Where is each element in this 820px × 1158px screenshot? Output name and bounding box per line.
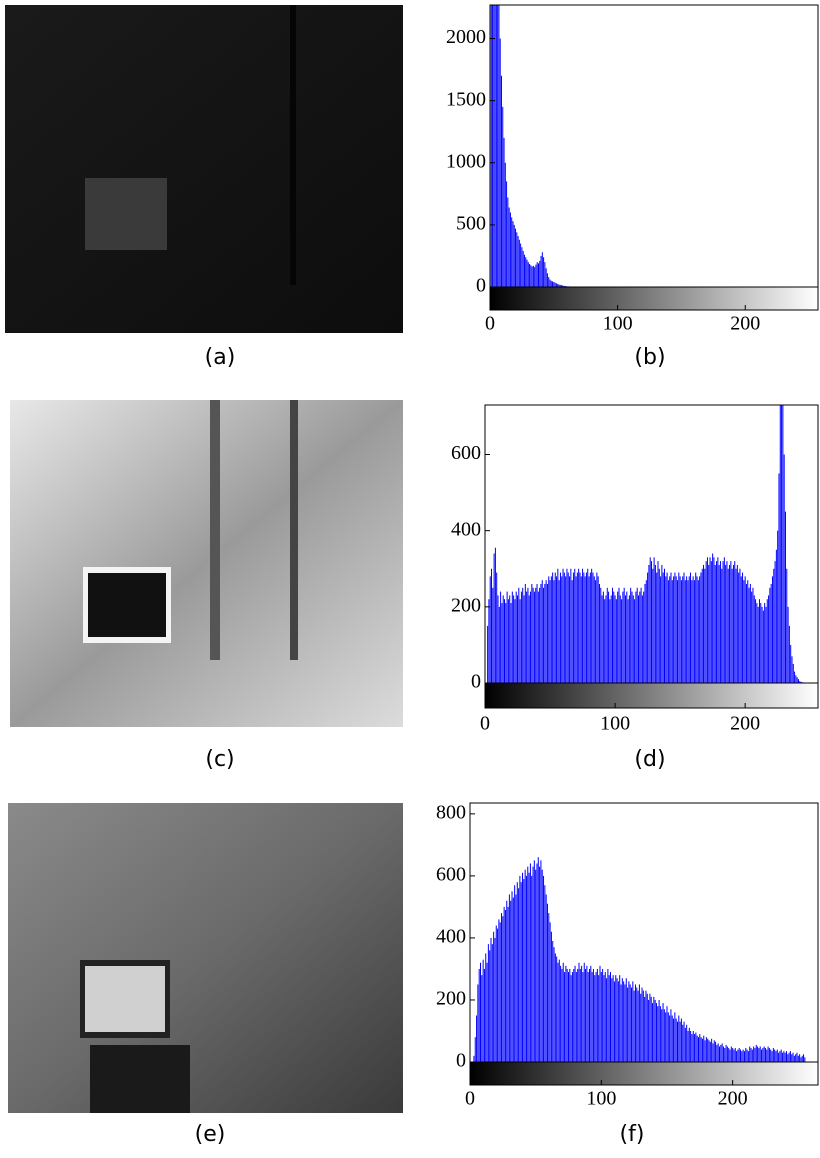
x-tick-label: 100 bbox=[600, 713, 630, 735]
y-tick-label: 400 bbox=[436, 926, 466, 948]
y-tick-label: 200 bbox=[451, 594, 481, 616]
x-tick-label: 200 bbox=[730, 313, 760, 335]
figure: (a) (b) (c) (d) (e) (f) 0500100015002000… bbox=[0, 0, 820, 1153]
histogram-chart: 0 200 400 600 800 0 100 200 bbox=[436, 801, 818, 1109]
histogram-chart: 0 200 400 600 0 100 200 bbox=[451, 405, 818, 735]
histogram-chart: 0 500 1000 1500 2000 0 100 200 bbox=[446, 5, 818, 335]
x-tick-label: 0 bbox=[480, 713, 490, 735]
y-tick-label: 800 bbox=[436, 801, 466, 823]
caption: (a) bbox=[205, 345, 236, 370]
x-tick-label: 200 bbox=[730, 713, 760, 735]
y-tick-label: 600 bbox=[451, 442, 481, 464]
plot-area bbox=[485, 405, 817, 683]
caption: (f) bbox=[620, 1122, 645, 1147]
colorbar bbox=[490, 287, 818, 310]
y-tick-label: 2000 bbox=[446, 26, 486, 48]
y-tick-label: 600 bbox=[436, 863, 466, 885]
caption: (e) bbox=[195, 1122, 226, 1147]
y-tick-label: 200 bbox=[436, 988, 466, 1010]
photo bbox=[5, 5, 403, 333]
y-tick-label: 0 bbox=[471, 671, 481, 693]
y-tick-label: 0 bbox=[456, 1050, 466, 1072]
y-tick-label: 400 bbox=[451, 518, 481, 540]
y-tick-label: 0 bbox=[476, 275, 486, 297]
y-tick-label: 500 bbox=[456, 212, 486, 234]
caption: (d) bbox=[634, 747, 665, 772]
axes-box bbox=[490, 5, 818, 287]
photo bbox=[10, 400, 403, 727]
photo bbox=[8, 803, 403, 1113]
plot-area bbox=[470, 857, 805, 1062]
caption: (c) bbox=[205, 747, 234, 772]
page: (a) (b) (c) (d) (e) (f) 0500100015002000… bbox=[0, 0, 820, 1153]
x-tick-label: 0 bbox=[465, 1088, 475, 1110]
colorbar bbox=[470, 1062, 818, 1085]
x-tick-label: 100 bbox=[603, 313, 633, 335]
caption: (b) bbox=[634, 345, 665, 370]
y-tick-label: 1500 bbox=[446, 88, 486, 110]
colorbar bbox=[485, 683, 818, 708]
plot-area bbox=[490, 5, 815, 287]
x-tick-label: 0 bbox=[485, 313, 495, 335]
x-tick-label: 100 bbox=[586, 1088, 616, 1110]
x-tick-label: 200 bbox=[718, 1088, 748, 1110]
y-tick-label: 1000 bbox=[446, 150, 486, 172]
